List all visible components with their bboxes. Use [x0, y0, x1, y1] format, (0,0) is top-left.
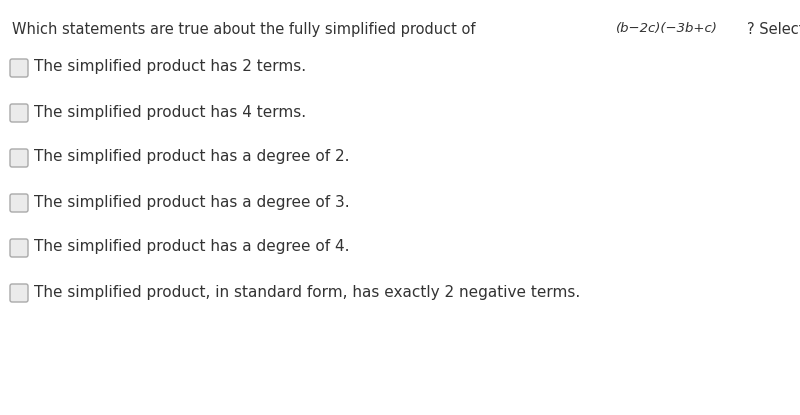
FancyBboxPatch shape: [10, 284, 28, 302]
FancyBboxPatch shape: [10, 239, 28, 257]
FancyBboxPatch shape: [10, 149, 28, 167]
Text: The simplified product has a degree of 4.: The simplified product has a degree of 4…: [34, 239, 350, 254]
FancyBboxPatch shape: [10, 104, 28, 122]
Text: (b−2c)(−3b+c): (b−2c)(−3b+c): [616, 22, 718, 35]
Text: The simplified product has 2 terms.: The simplified product has 2 terms.: [34, 59, 306, 75]
Text: The simplified product, in standard form, has exactly 2 negative terms.: The simplified product, in standard form…: [34, 285, 580, 300]
Text: The simplified product has a degree of 3.: The simplified product has a degree of 3…: [34, 195, 350, 210]
FancyBboxPatch shape: [10, 59, 28, 77]
FancyBboxPatch shape: [10, 194, 28, 212]
Text: The simplified product has 4 terms.: The simplified product has 4 terms.: [34, 105, 306, 120]
Text: ? Select two options.: ? Select two options.: [747, 22, 800, 37]
Text: The simplified product has a degree of 2.: The simplified product has a degree of 2…: [34, 149, 350, 164]
Text: Which statements are true about the fully simplified product of: Which statements are true about the full…: [12, 22, 480, 37]
